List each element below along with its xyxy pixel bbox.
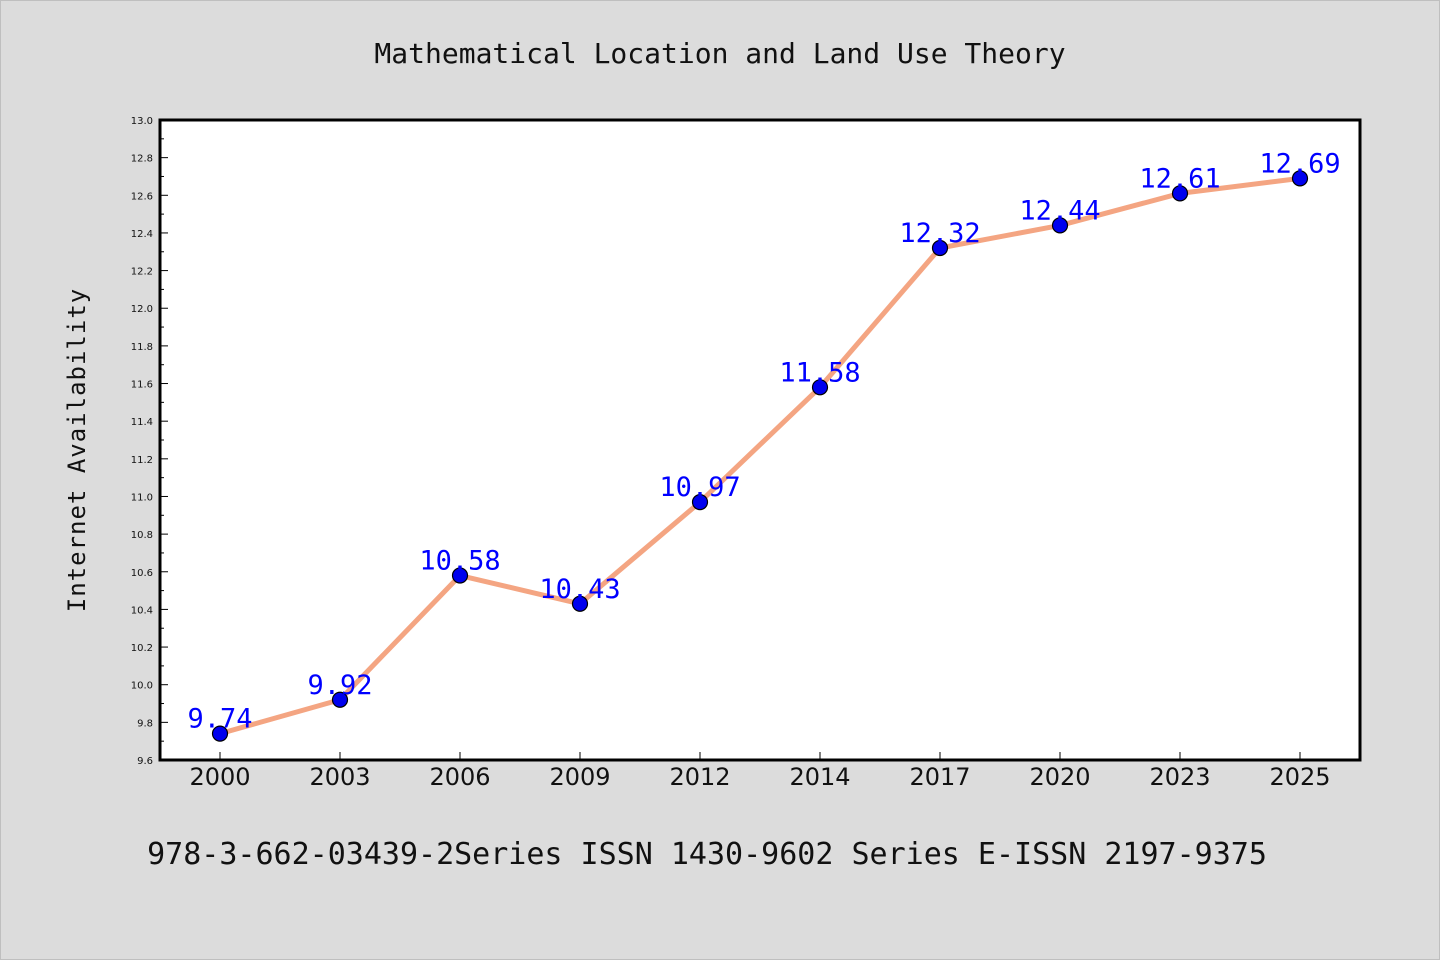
x-tick-label: 2000 — [189, 763, 250, 791]
y-tick-label: 11.2 — [131, 455, 153, 466]
data-point-label: 9.92 — [307, 670, 372, 701]
y-tick-label: 10.8 — [131, 530, 153, 541]
y-tick-label: 10.6 — [131, 568, 153, 579]
y-tick-label: 12.0 — [131, 304, 153, 315]
data-point-marker — [1171, 185, 1189, 202]
data-point-label: 9.74 — [187, 704, 252, 735]
chart-title: Mathematical Location and Land Use Theor… — [374, 37, 1065, 70]
x-tick-label: 2012 — [669, 763, 730, 791]
x-tick-label: 2006 — [429, 763, 490, 791]
x-tick-label: 2025 — [1269, 763, 1330, 791]
data-point-label: 12.69 — [1259, 148, 1340, 179]
data-point-marker — [451, 567, 469, 584]
data-point-marker — [931, 239, 949, 257]
data-point-label: 12.44 — [1019, 195, 1100, 226]
data-point-marker — [1051, 217, 1069, 234]
y-tick-label: 12.2 — [131, 267, 153, 278]
data-point-marker — [211, 725, 229, 742]
y-tick-label: 10.2 — [131, 643, 153, 654]
y-tick-label: 12.6 — [131, 191, 153, 202]
data-point-marker — [1291, 170, 1309, 187]
y-tick-label: 11.6 — [131, 380, 153, 391]
y-axis-label: Internet Availability — [63, 288, 91, 612]
x-tick-label: 2014 — [789, 763, 850, 791]
y-tick-label: 13.0 — [131, 116, 153, 127]
data-point-label: 10.58 — [419, 546, 500, 577]
y-tick-label: 9.8 — [137, 718, 153, 729]
data-point-label: 12.32 — [899, 218, 980, 249]
y-tick-label: 10.4 — [131, 605, 153, 616]
data-point-label: 11.58 — [779, 357, 860, 388]
data-point-label: 12.61 — [1139, 163, 1220, 194]
plot-area — [160, 120, 1360, 760]
x-tick-label: 2023 — [1149, 763, 1210, 791]
series-layer — [211, 170, 1309, 742]
data-point-marker — [571, 595, 589, 612]
series-line — [217, 175, 1303, 737]
y-tick-label: 10.0 — [131, 681, 153, 692]
y-tick-label: 9.6 — [137, 756, 153, 767]
data-point-label: 10.43 — [539, 574, 620, 605]
x-tick-label: 2009 — [549, 763, 610, 791]
y-tick-label: 11.8 — [131, 342, 153, 353]
y-tick-label: 11.0 — [131, 492, 153, 503]
axes-layer: 9.6 9.8 10.0 10.2 10.4 10.6 10.8 11.0 11.2 11.4 11… — [131, 116, 1331, 791]
data-point-marker — [811, 379, 829, 396]
x-tick-label: 2003 — [309, 763, 370, 791]
data-point-marker — [691, 494, 709, 511]
y-tick-label: 12.4 — [131, 229, 153, 240]
footer-isbn-text: 978-3-662-03439-2Series ISSN 1430-9602 S… — [147, 837, 1267, 872]
plot-frame — [158, 118, 1362, 762]
data-point-label: 10.97 — [659, 472, 740, 503]
data-point-marker — [331, 691, 349, 708]
data-labels-layer: 9.74 9.92 10.58 10.43 10.97 11.58 12.32 12.44 12… — [187, 148, 1340, 734]
x-tick-label: 2020 — [1029, 763, 1090, 791]
y-tick-label: 11.4 — [131, 417, 153, 428]
x-tick-label: 2017 — [909, 763, 970, 791]
y-tick-label: 12.8 — [131, 154, 153, 165]
